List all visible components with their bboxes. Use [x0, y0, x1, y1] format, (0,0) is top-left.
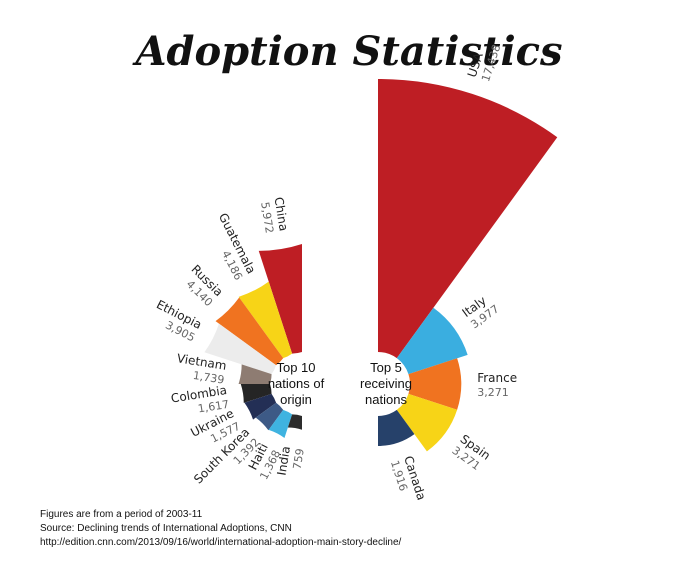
- wedge-colombia: [240, 384, 272, 403]
- wedge-canada: [378, 409, 415, 446]
- note-url: http://edition.cnn.com/2013/09/16/world/…: [40, 537, 402, 548]
- label-usa: USA17,438: [465, 38, 504, 83]
- wedge-france: [408, 358, 462, 410]
- label-france: France 3,271: [477, 371, 517, 399]
- wedge-south-korea: [255, 402, 284, 431]
- center-label-line: nations of: [268, 376, 325, 391]
- label-colombia: Colombia1,617: [170, 383, 230, 419]
- value-label: 759: [291, 448, 307, 471]
- label-canada: Canada1,916: [388, 454, 429, 506]
- wedge-china: [258, 244, 302, 354]
- center-label-line: receiving: [360, 376, 412, 391]
- value-label: 1,739: [192, 369, 225, 387]
- category-label: China: [272, 196, 291, 232]
- wedge-india: [287, 414, 302, 430]
- receiving-nations-chart: USA17,438 Italy3,977 France 3,271 Spain3,271…: [360, 38, 558, 506]
- value-label: 3,271: [477, 386, 509, 399]
- wedge-haiti: [268, 409, 293, 438]
- center-label: Top 5 receiving nations: [360, 360, 412, 407]
- label-guatemala: Guatemala4,186: [203, 211, 258, 283]
- note-source: Source: Declining trends of Internationa…: [40, 523, 292, 534]
- page-title: Adoption Statistics: [135, 28, 563, 75]
- source-notes: Figures are from a period of 2003-11 Sou…: [40, 508, 401, 550]
- label-russia: Russia4,140: [179, 262, 226, 309]
- wedge-ethiopia: [204, 323, 277, 375]
- wedge-vietnam: [238, 364, 272, 384]
- wedge-spain: [396, 393, 458, 452]
- category-label: India: [275, 445, 293, 476]
- center-label-line: Top 10: [276, 360, 315, 375]
- value-label: 5,972: [258, 201, 276, 234]
- note-period: Figures are from a period of 2003-11: [40, 509, 203, 520]
- value-label: 1,617: [197, 398, 230, 416]
- origin-nations-chart: China5,972Guatemala4,186Russia4,140Ethio…: [148, 196, 325, 486]
- wedge-usa: [378, 79, 558, 359]
- center-label-line: nations: [365, 392, 407, 407]
- center-label-line: origin: [280, 392, 312, 407]
- label-italy: Italy3,977: [460, 290, 502, 331]
- label-india: India759: [275, 445, 307, 478]
- wedge-guatemala: [238, 281, 293, 359]
- center-label: Top 10 nations of origin: [268, 360, 325, 407]
- label-china: China5,972: [258, 196, 291, 234]
- category-label: France: [477, 371, 517, 385]
- wedge-ukraine: [244, 393, 277, 420]
- wedge-russia: [215, 297, 284, 366]
- label-ethiopia: Ethiopia3,905: [148, 297, 204, 344]
- wedge-italy: [396, 307, 468, 375]
- center-label-line: Top 5: [370, 360, 402, 375]
- label-spain: Spain3,271: [449, 432, 493, 474]
